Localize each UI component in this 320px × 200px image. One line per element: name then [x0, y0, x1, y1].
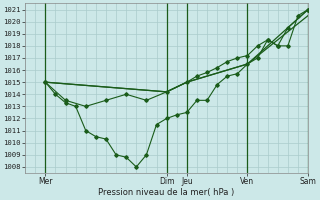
X-axis label: Pression niveau de la mer( hPa ): Pression niveau de la mer( hPa ) [99, 188, 235, 197]
